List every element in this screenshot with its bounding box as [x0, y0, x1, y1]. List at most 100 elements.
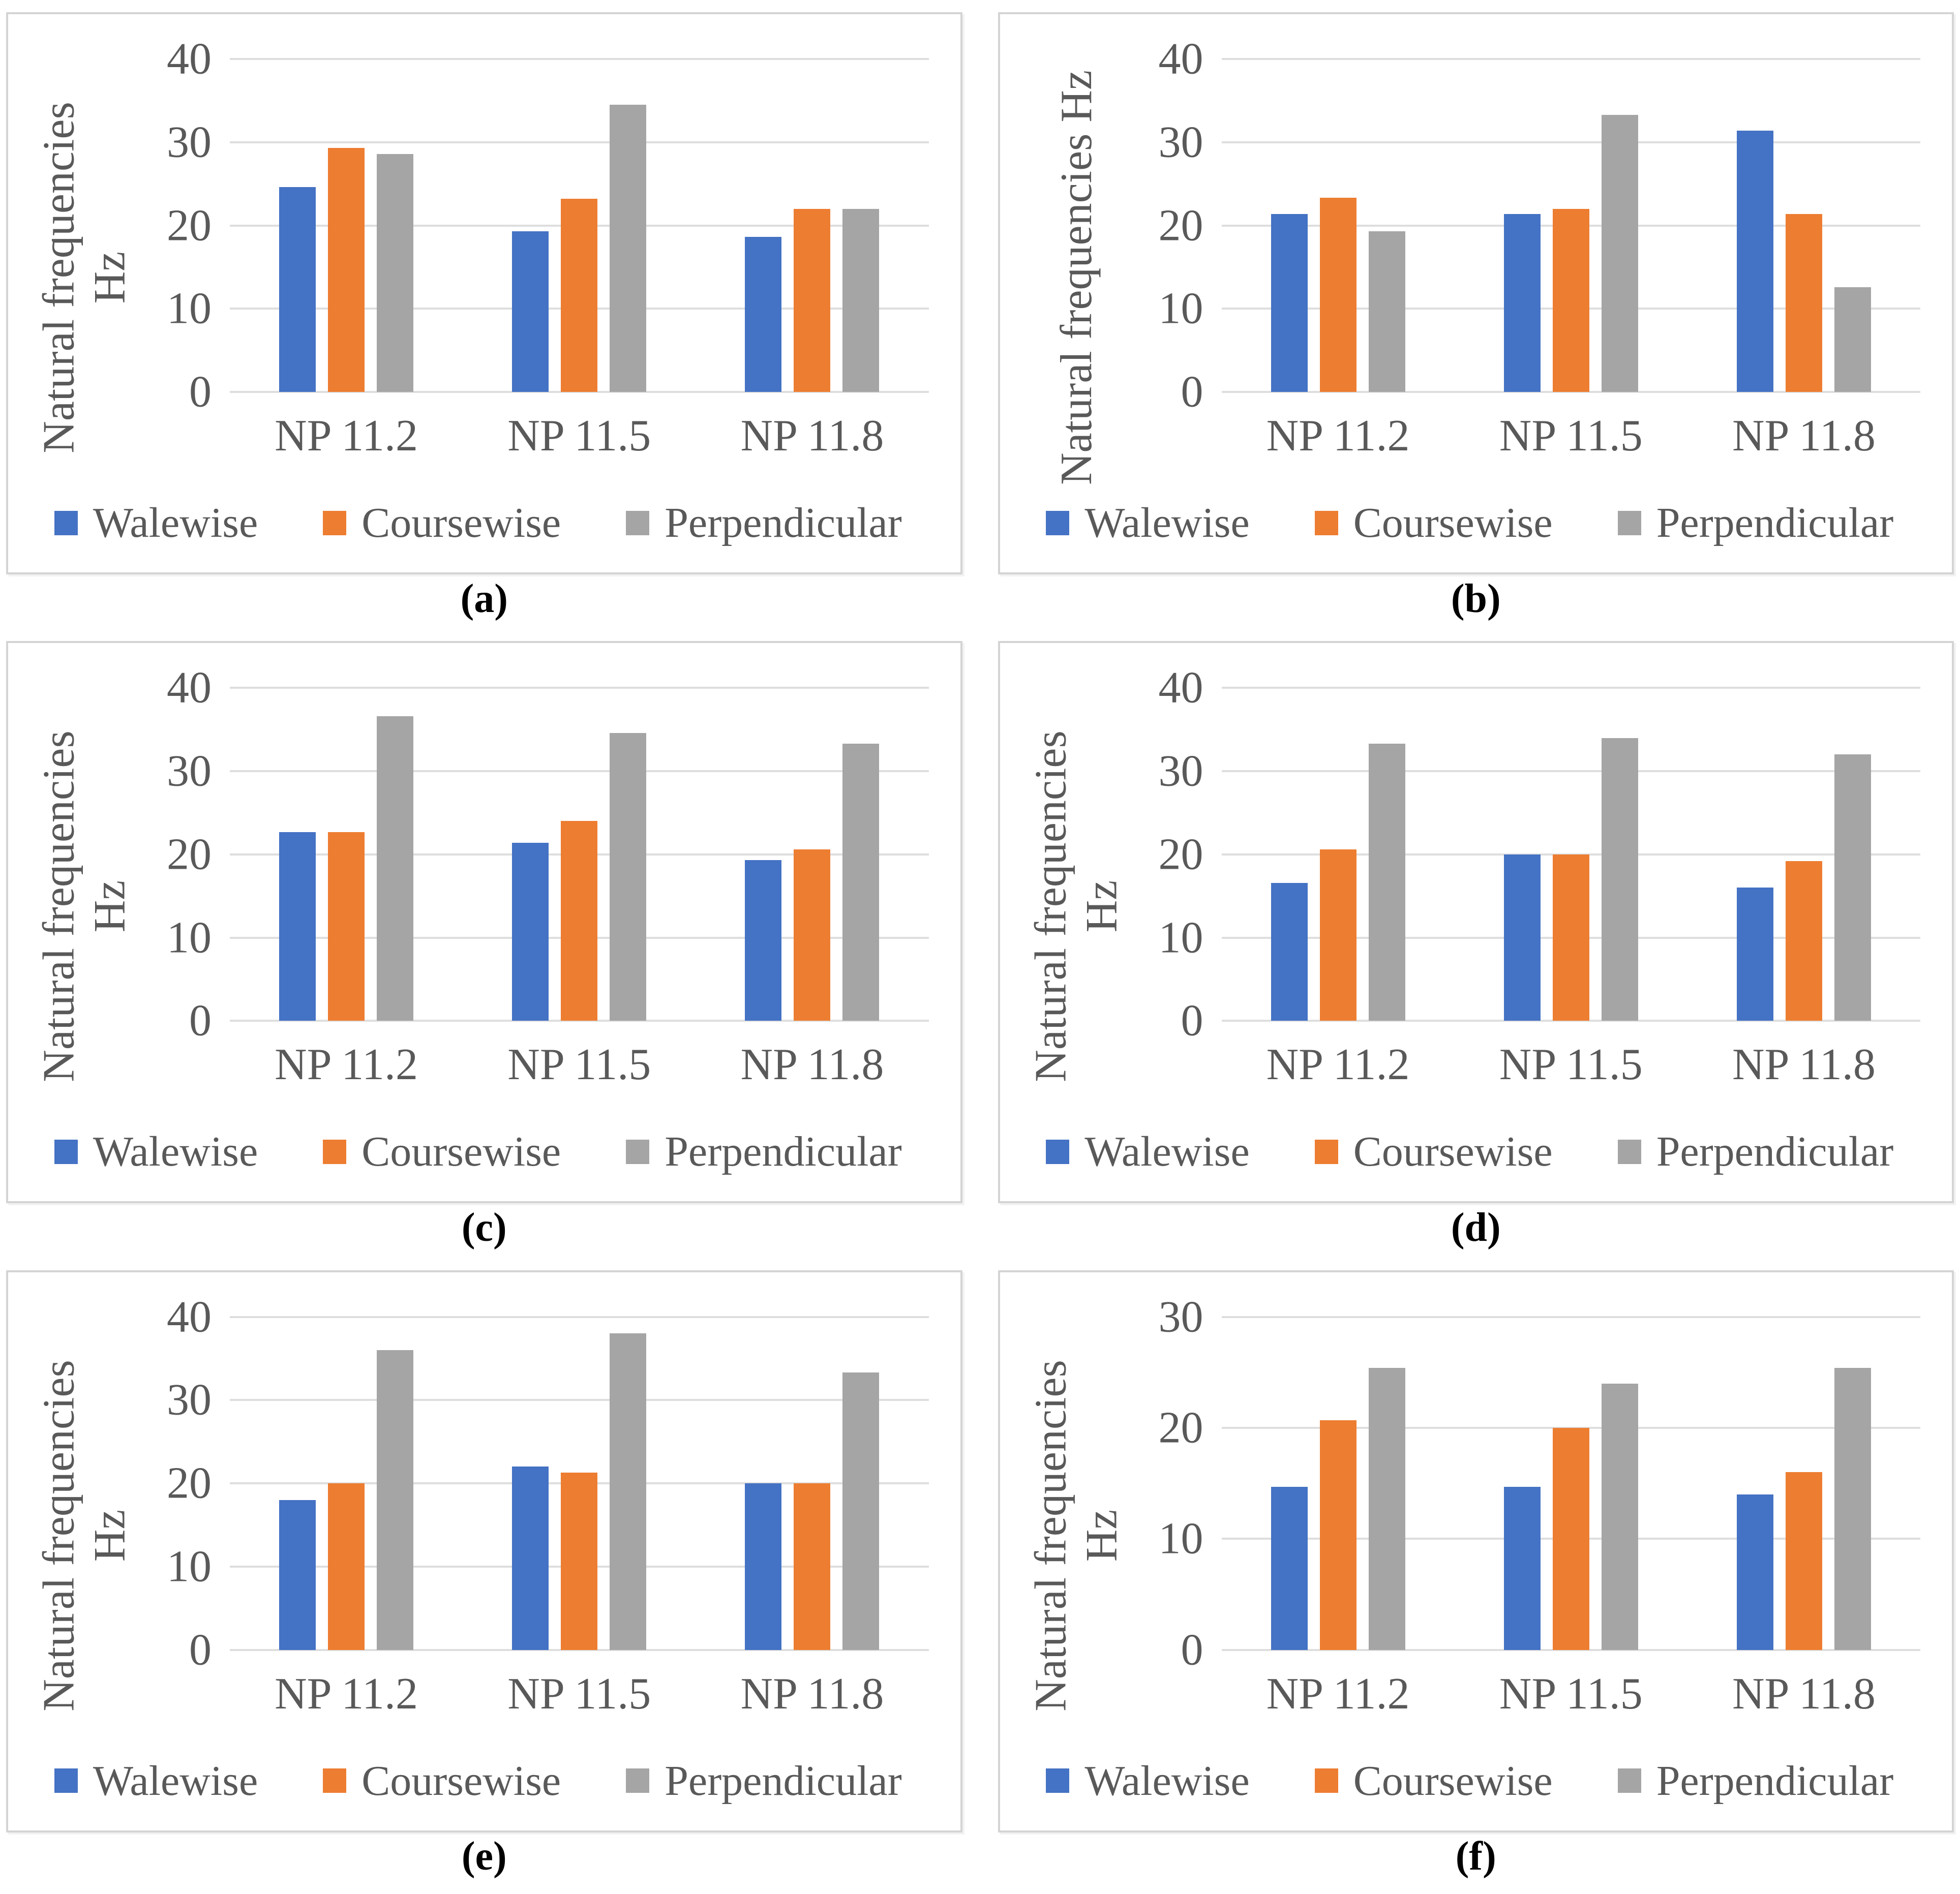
gridline: [1221, 687, 1920, 689]
y-tick-label: 0: [1181, 1625, 1203, 1675]
legend-swatch-icon: [1046, 1139, 1070, 1164]
bar-cluster: [745, 688, 880, 1021]
caption-text: (f): [1455, 1834, 1496, 1879]
legend-item-perpendicular: Perpendicular: [1617, 1756, 1894, 1806]
legend-label: Coursewise: [361, 1757, 561, 1805]
legend-label: Walewise: [1084, 1128, 1250, 1176]
y-axis-title-text: Natural frequencies Hz: [1051, 70, 1102, 485]
bar-cluster: [1736, 1317, 1871, 1650]
y-axis-title-line: Natural frequencies: [1026, 1360, 1076, 1712]
bar-group: [696, 59, 928, 392]
legend-swatch-icon: [626, 510, 650, 535]
bar-coursewise: [1319, 849, 1356, 1021]
plot-area: 30 20 10 0: [1159, 1292, 1920, 1674]
bar-group: [1222, 688, 1455, 1021]
bar-walewise: [279, 832, 316, 1021]
y-axis-title-line: Hz: [85, 251, 135, 304]
legend: Walewise Coursewise Perpendicular: [1013, 1756, 1927, 1806]
caption-text: (e): [461, 1834, 507, 1879]
bar-perpendicular: [610, 105, 647, 392]
bar-walewise: [745, 860, 782, 1021]
y-axis-title-text: Natural frequencies Hz: [34, 102, 136, 453]
bar-walewise: [745, 1483, 782, 1650]
bar-cluster: [1271, 1317, 1405, 1650]
legend-label: Coursewise: [361, 499, 561, 546]
chart-main-area: 40 30 20 10 0 NP 11.2 NP 11.5 NP 11.8 Walewise Co…: [54, 1292, 935, 1816]
bar-perpendicular: [1368, 744, 1405, 1021]
chart-main-area: 40 30 20 10 0 NP 11.2 NP 11.5 NP 11.8 Walewise Co…: [54, 663, 935, 1187]
bar-group: [696, 1317, 928, 1650]
x-category-label: NP 11.2: [1266, 1040, 1410, 1090]
chart-panel-d: Natural frequencies Hz 40 30 20 10 0 NP 11.2 NP …: [998, 641, 1954, 1261]
bar-walewise: [1271, 882, 1308, 1021]
x-category-label: NP 11.2: [275, 411, 418, 461]
legend-swatch-icon: [1617, 1139, 1641, 1164]
bar-cluster: [745, 59, 880, 392]
x-axis-labels: NP 11.2 NP 11.5 NP 11.8: [1222, 1039, 1921, 1090]
gridline: [230, 770, 929, 773]
chart-caption-b: (b): [998, 574, 1954, 623]
legend-label: Perpendicular: [665, 499, 902, 546]
legend-swatch-icon: [626, 1139, 650, 1164]
caption-text: (d): [1451, 1205, 1501, 1250]
x-category-label: NP 11.8: [740, 411, 884, 461]
legend-swatch-icon: [1314, 1139, 1338, 1164]
bar-group: [230, 1317, 463, 1650]
bar-cluster: [279, 59, 414, 392]
legend-item-walewise: Walewise: [54, 1756, 258, 1806]
bar-group: [463, 1317, 696, 1650]
bar-perpendicular: [842, 744, 880, 1021]
bar-cluster: [1736, 688, 1871, 1021]
y-tick-label: 40: [1158, 663, 1203, 713]
y-tick-label: 20: [167, 201, 212, 250]
bar-perpendicular: [1834, 1368, 1871, 1650]
bar-cluster: [1271, 688, 1405, 1021]
bar-coursewise: [328, 832, 365, 1021]
chart-panel-f: Natural frequencies Hz 30 20 10 0 NP 11.2 NP 11…: [998, 1270, 1954, 1890]
chart-caption-d: (d): [998, 1203, 1954, 1252]
bar-group: [1222, 1317, 1455, 1650]
bar-coursewise: [561, 1472, 598, 1650]
legend-label: Walewise: [93, 1757, 258, 1805]
y-axis-title-line: Natural frequencies: [34, 102, 84, 453]
bar-cluster: [1503, 1317, 1638, 1650]
bar-coursewise: [561, 821, 598, 1021]
gridline: [230, 1316, 929, 1318]
legend-label: Walewise: [93, 499, 258, 546]
y-tick-label: 0: [189, 367, 212, 417]
bar-group: [463, 688, 696, 1021]
gridline: [1221, 58, 1920, 60]
legend-item-walewise: Walewise: [54, 498, 258, 547]
bar-group: [230, 688, 463, 1021]
bar-perpendicular: [1601, 738, 1638, 1021]
y-tick-label: 30: [167, 746, 212, 796]
bar-walewise: [512, 231, 549, 392]
y-axis-title-line: Hz: [1077, 880, 1127, 933]
legend-swatch-icon: [1046, 510, 1070, 535]
bar-perpendicular: [1601, 114, 1638, 392]
bar-perpendicular: [610, 1333, 647, 1650]
gridline: [230, 58, 929, 60]
legend-label: Coursewise: [1353, 1757, 1553, 1805]
legend-item-perpendicular: Perpendicular: [626, 1127, 902, 1176]
bar-cluster: [512, 59, 647, 392]
y-axis-title: Natural frequencies Hz: [1013, 39, 1140, 558]
legend-label: Coursewise: [361, 1128, 561, 1176]
bar-cluster: [745, 1317, 880, 1650]
bar-cluster: [279, 688, 414, 1021]
legend-label: Perpendicular: [1656, 1757, 1894, 1805]
x-category-label: NP 11.5: [1499, 411, 1643, 461]
legend-item-walewise: Walewise: [1046, 498, 1250, 547]
bar-perpendicular: [1834, 287, 1871, 392]
bar-cluster: [512, 688, 647, 1021]
legend: Walewise Coursewise Perpendicular: [21, 498, 935, 547]
y-tick-label: 30: [167, 117, 212, 167]
bar-group: [1687, 1317, 1920, 1650]
caption-text: (a): [460, 576, 508, 621]
legend-swatch-icon: [54, 510, 78, 535]
bar-walewise: [1503, 854, 1541, 1021]
legend-item-perpendicular: Perpendicular: [1617, 498, 1893, 547]
legend-item-walewise: Walewise: [1046, 1127, 1250, 1176]
y-tick-label: 40: [1158, 34, 1203, 84]
